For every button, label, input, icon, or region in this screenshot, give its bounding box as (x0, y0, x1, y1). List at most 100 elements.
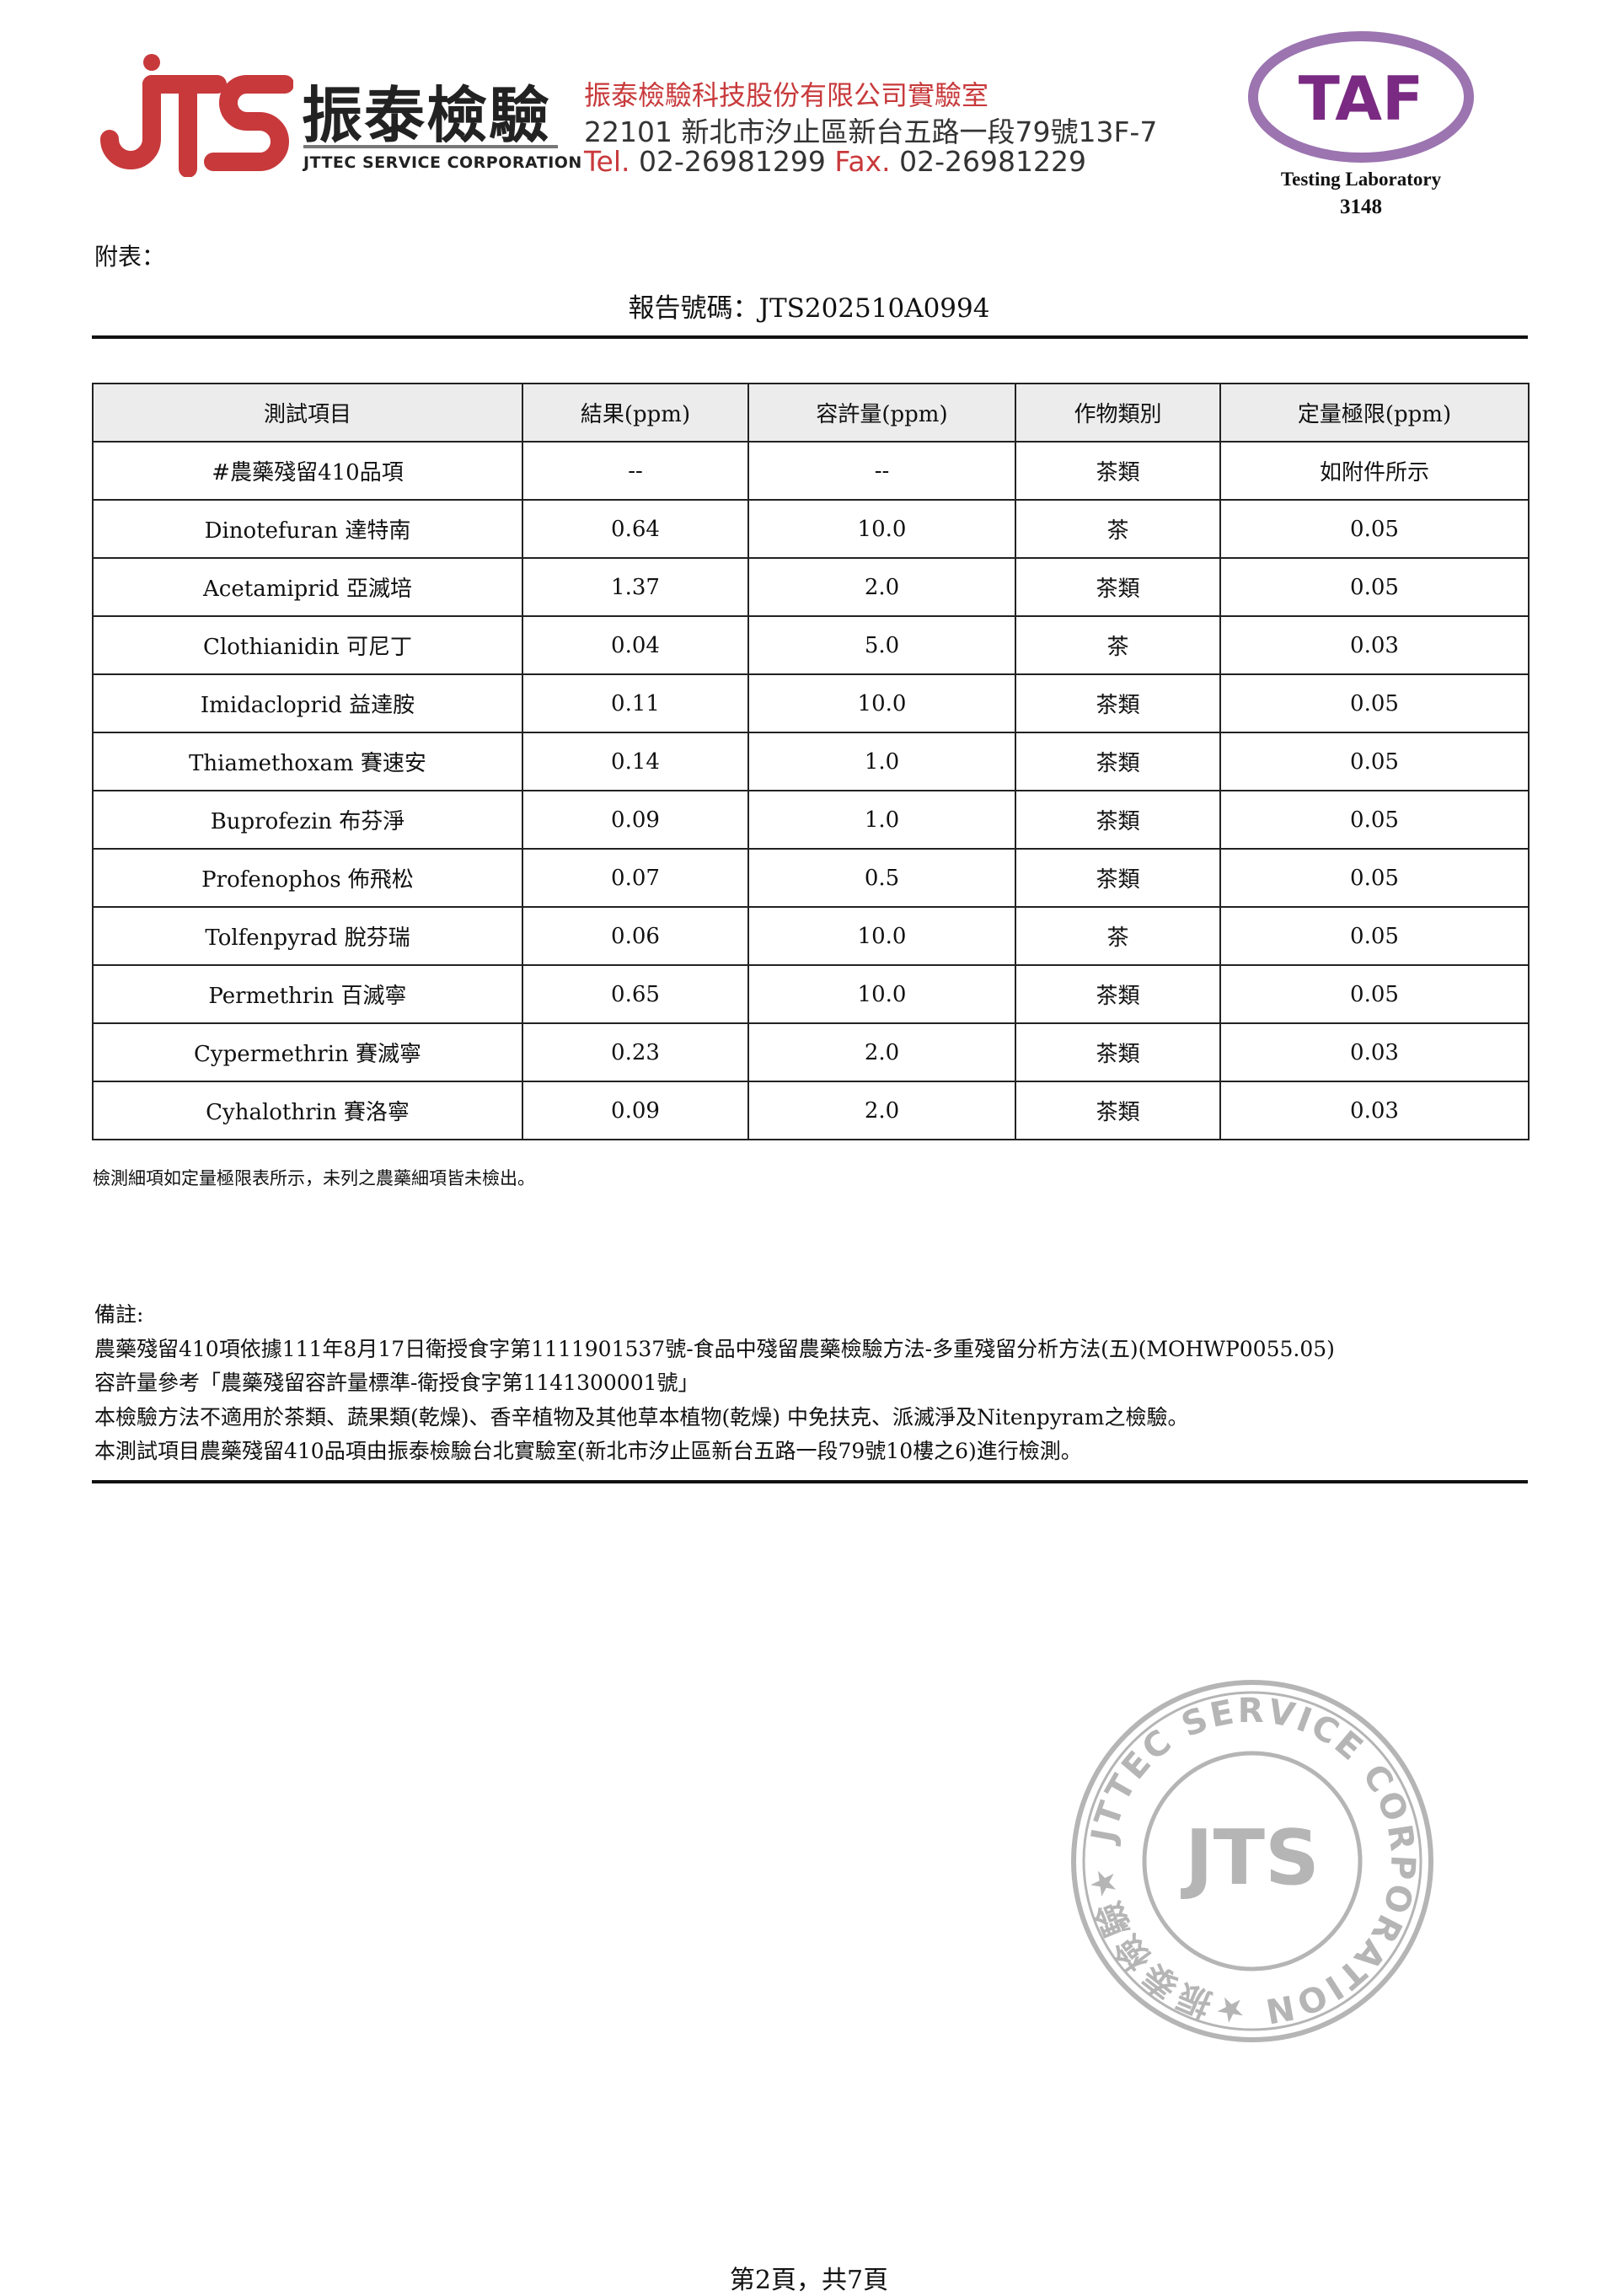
remark-line: 容許量參考「農藥殘留容許量標準-衛授食字第1141300001號」 (94, 1371, 699, 1395)
table-row: Tolfenpyrad 脫芬瑞 0.06 10.0 茶 0.05 (92, 906, 1530, 966)
taf-number: 3148 (1340, 196, 1382, 218)
table-cell: 10.0 (747, 964, 1016, 1024)
divider (92, 1480, 1528, 1483)
remark-line: 本測試項目農藥殘留410品項由振泰檢驗台北實驗室(新北市汐止區新台五路一段79號… (94, 1439, 1082, 1463)
column-header: 定量極限(ppm) (1219, 383, 1530, 443)
appendix-label: 附表： (94, 243, 166, 271)
table-cell: 茶類 (1015, 848, 1221, 908)
table-cell: Cyhalothrin 賽洛寧 (92, 1081, 523, 1140)
tel-number: 02-26981299 (639, 145, 826, 178)
table-row: Profenophos 佈飛松 0.07 0.5 茶類 0.05 (92, 848, 1530, 908)
table-footnote: 檢測細項如定量極限表所示，未列之農藥細項皆未檢出。 (93, 1168, 535, 1188)
table-cell: Tolfenpyrad 脫芬瑞 (92, 906, 523, 966)
table-row: Acetamiprid 亞滅培 1.37 2.0 茶類 0.05 (92, 557, 1530, 617)
divider (92, 335, 1528, 339)
table-cell: 0.09 (522, 1081, 749, 1140)
remark-line: 本檢驗方法不適用於茶類、蔬果類(乾燥)、香辛植物及其他草本植物(乾燥) 中免扶克… (94, 1404, 1189, 1430)
table-row: Cypermethrin 賽滅寧 0.23 2.0 茶類 0.03 (92, 1022, 1530, 1082)
brand-name-en: JTTEC SERVICE CORPORATION (303, 153, 582, 172)
column-header: 容許量(ppm) (747, 383, 1016, 443)
svg-text:TAF: TAF (1299, 63, 1423, 134)
table-cell: #農藥殘留410品項 (92, 441, 523, 501)
results-table: 測試項目 結果(ppm) 容許量(ppm) 作物類別 定量極限(ppm) #農藥… (92, 383, 1530, 1140)
table-cell: 0.05 (1219, 964, 1530, 1024)
table-cell: 0.05 (1219, 499, 1530, 559)
table-cell: Buprofezin 布芬淨 (92, 790, 523, 850)
table-cell: 0.05 (1219, 848, 1530, 908)
company-address: 22101 新北市汐止區新台五路一段79號13F-7 (584, 115, 1158, 148)
table-cell: Clothianidin 可尼丁 (92, 615, 523, 675)
table-cell: 茶類 (1015, 790, 1221, 850)
table-cell: 0.09 (522, 790, 749, 850)
table-cell: 0.14 (522, 732, 749, 791)
brand-name-cn: 振泰檢驗 (302, 80, 552, 151)
table-cell: 2.0 (747, 1081, 1016, 1140)
table-cell: Thiamethoxam 賽速安 (92, 732, 523, 791)
column-header: 測試項目 (92, 383, 523, 443)
table-cell: 茶 (1015, 906, 1221, 966)
remarks: 備註: 農藥殘留410項依據111年8月17日衛授食字第1111901537號-… (94, 1298, 1335, 1469)
table-cell: 10.0 (747, 673, 1016, 733)
table-cell: Acetamiprid 亞滅培 (92, 557, 523, 617)
brand-divider (303, 145, 558, 148)
company-name: 振泰檢驗科技股份有限公司實驗室 (584, 79, 989, 111)
table-cell: 0.05 (1219, 790, 1530, 850)
table-cell: Dinotefuran 達特南 (92, 499, 523, 559)
table-cell: 10.0 (747, 906, 1016, 966)
page-number: 第2頁，共7頁 (729, 2266, 889, 2295)
jts-logo (100, 54, 293, 177)
table-cell: 0.05 (1219, 557, 1530, 617)
table-cell: Profenophos 佈飛松 (92, 848, 523, 908)
table-cell: 2.0 (747, 557, 1016, 617)
remarks-title: 備註: (94, 1302, 144, 1327)
table-cell: 如附件所示 (1219, 441, 1530, 501)
tel-label: Tel. (584, 145, 630, 178)
table-row: Buprofezin 布芬淨 0.09 1.0 茶類 0.05 (92, 790, 1530, 850)
table-row: Imidacloprid 益達胺 0.11 10.0 茶類 0.05 (92, 673, 1530, 733)
table-cell: 1.37 (522, 557, 749, 617)
table-cell: 茶類 (1015, 441, 1221, 501)
table-row: Permethrin 百滅寧 0.65 10.0 茶類 0.05 (92, 964, 1530, 1024)
table-cell: 0.05 (1219, 906, 1530, 966)
contact-info: Tel. 02-26981299 Fax. 02-26981229 (584, 145, 1086, 178)
table-cell: 0.64 (522, 499, 749, 559)
table-cell: 0.03 (1219, 615, 1530, 675)
table-row: Dinotefuran 達特南 0.64 10.0 茶 0.05 (92, 499, 1530, 559)
table-cell: 茶類 (1015, 732, 1221, 791)
table-row: Clothianidin 可尼丁 0.04 5.0 茶 0.03 (92, 615, 1530, 675)
svg-text:JTS: JTS (1180, 1814, 1320, 1902)
column-header: 結果(ppm) (522, 383, 749, 443)
table-cell: 1.0 (747, 790, 1016, 850)
table-cell: 0.05 (1219, 673, 1530, 733)
table-cell: 0.04 (522, 615, 749, 675)
table-cell: 0.03 (1219, 1022, 1530, 1082)
table-cell: Cypermethrin 賽滅寧 (92, 1022, 523, 1082)
table-cell: 茶類 (1015, 1022, 1221, 1082)
table-cell: 茶類 (1015, 673, 1221, 733)
report-number: 報告號碼：JTS202510A0994 (628, 293, 990, 324)
table-cell: 0.23 (522, 1022, 749, 1082)
table-cell: 10.0 (747, 499, 1016, 559)
table-cell: 0.11 (522, 673, 749, 733)
table-cell: 0.5 (747, 848, 1016, 908)
table-cell: 茶類 (1015, 964, 1221, 1024)
fax-label: Fax. (834, 145, 891, 178)
table-cell: 0.07 (522, 848, 749, 908)
table-cell: 0.03 (1219, 1081, 1530, 1140)
table-cell: 1.0 (747, 732, 1016, 791)
table-cell: 0.06 (522, 906, 749, 966)
remark-line: 農藥殘留410項依據111年8月17日衛授食字第1111901537號-食品中殘… (94, 1336, 1335, 1361)
table-cell: 茶 (1015, 499, 1221, 559)
table-cell: -- (747, 441, 1016, 501)
table-row: Cyhalothrin 賽洛寧 0.09 2.0 茶類 0.03 (92, 1081, 1530, 1140)
taf-label: Testing Laboratory (1280, 169, 1442, 190)
table-cell: 茶類 (1015, 1081, 1221, 1140)
table-cell: 茶類 (1015, 557, 1221, 617)
taf-logo: TAF (1248, 31, 1474, 163)
table-row: #農藥殘留410品項 -- -- 茶類 如附件所示 (92, 441, 1530, 501)
table-cell: 0.05 (1219, 732, 1530, 791)
table-cell: -- (522, 441, 749, 501)
table-cell: 5.0 (747, 615, 1016, 675)
column-header: 作物類別 (1015, 383, 1221, 443)
table-header-row: 測試項目 結果(ppm) 容許量(ppm) 作物類別 定量極限(ppm) (92, 383, 1530, 443)
